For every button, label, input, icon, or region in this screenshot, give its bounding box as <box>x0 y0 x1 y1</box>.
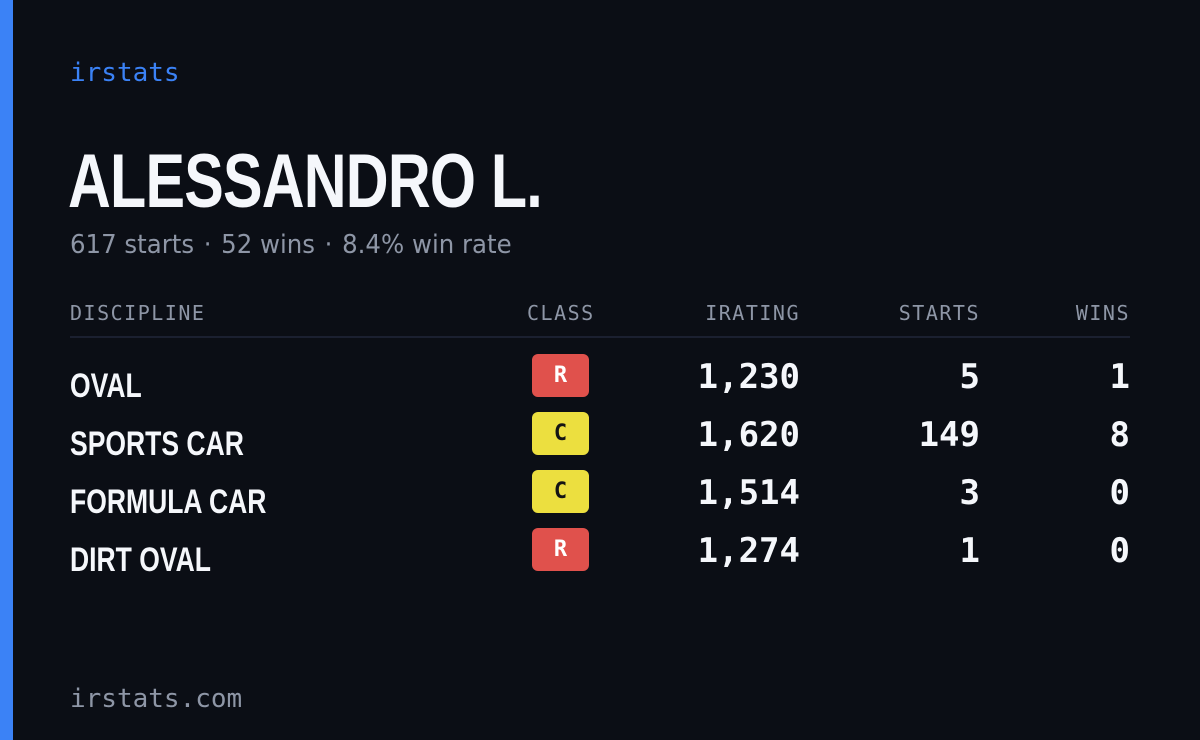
header-wins: WINS <box>1075 301 1130 325</box>
irating-value: 1,620 <box>697 415 800 455</box>
header-divider <box>70 336 1130 338</box>
table-row-formula-car: FORMULA CAR C 1,514 3 0 <box>0 470 1200 528</box>
brand-logo[interactable]: irstats <box>70 58 180 88</box>
class-badge: R <box>532 528 589 571</box>
discipline-name: FORMULA CAR <box>70 483 267 521</box>
starts-value: 3 <box>959 473 980 513</box>
starts-summary: 617 starts <box>70 230 195 260</box>
footer-url[interactable]: irstats.com <box>70 684 243 714</box>
wins-value: 0 <box>1109 473 1130 513</box>
discipline-name: DIRT OVAL <box>70 541 211 579</box>
table-row-oval: OVAL R 1,230 5 1 <box>0 354 1200 412</box>
discipline-name: OVAL <box>70 367 142 405</box>
wins-value: 0 <box>1109 531 1130 571</box>
wins-value: 1 <box>1109 357 1130 397</box>
header-starts: STARTS <box>898 301 980 325</box>
separator: · <box>324 230 333 260</box>
header-irating: IRATING <box>705 301 800 325</box>
header-class: CLASS <box>527 301 595 325</box>
discipline-name: SPORTS CAR <box>70 425 244 463</box>
header-discipline: DISCIPLINE <box>70 301 206 325</box>
class-badge: C <box>532 412 589 455</box>
irating-value: 1,230 <box>697 357 800 397</box>
player-summary: 617 starts · 52 wins · 8.4% win rate <box>70 228 512 262</box>
table-row-dirt-oval: DIRT OVAL R 1,274 1 0 <box>0 528 1200 586</box>
accent-bar <box>0 0 13 740</box>
starts-value: 149 <box>918 415 980 455</box>
class-badge: C <box>532 470 589 513</box>
irating-value: 1,514 <box>697 473 800 513</box>
separator: · <box>203 230 212 260</box>
starts-value: 5 <box>959 357 980 397</box>
win-rate-summary: 8.4% win rate <box>342 230 512 260</box>
wins-value: 8 <box>1109 415 1130 455</box>
table-row-sports-car: SPORTS CAR C 1,620 149 8 <box>0 412 1200 470</box>
irating-value: 1,274 <box>697 531 800 571</box>
starts-value: 1 <box>959 531 980 571</box>
wins-summary: 52 wins <box>221 230 316 260</box>
player-name: ALESSANDRO L. <box>68 139 543 224</box>
class-badge: R <box>532 354 589 397</box>
